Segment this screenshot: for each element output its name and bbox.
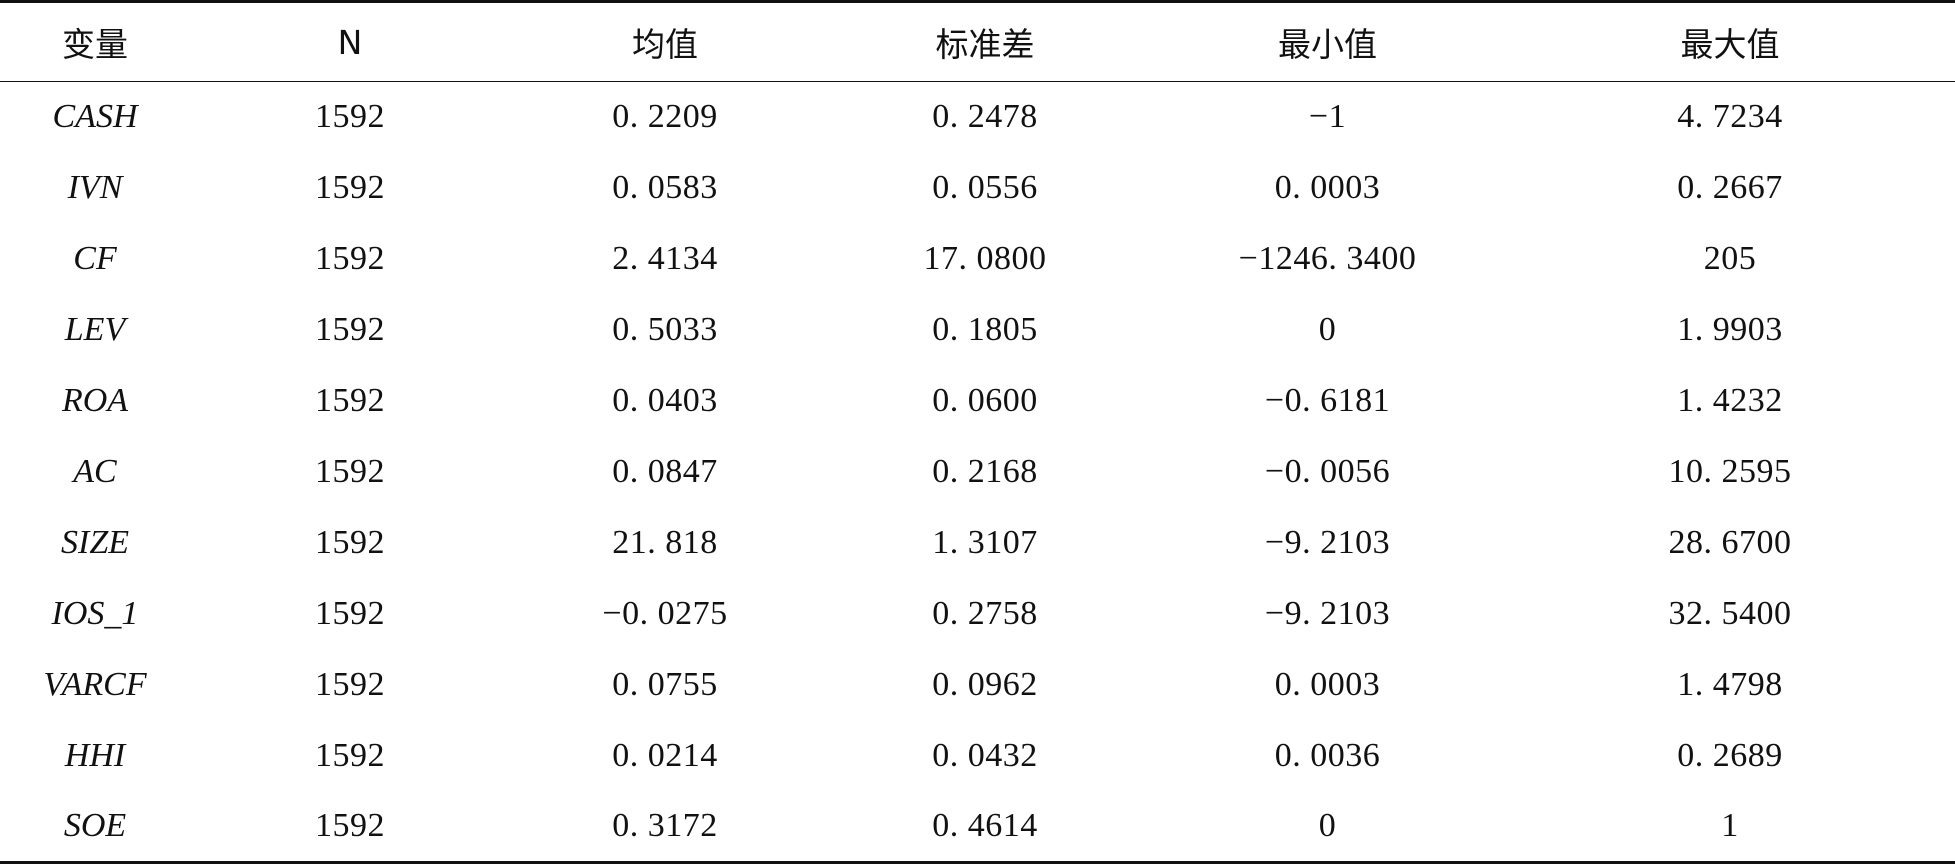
cell-variable: VARCF bbox=[43, 666, 147, 703]
cell-min: −0. 0056 bbox=[1264, 453, 1391, 490]
table-row: SIZE 1592 21. 818 1. 3107 −9. 2103 28. 6… bbox=[0, 508, 1955, 579]
cell-variable: AC bbox=[73, 453, 117, 490]
cell-max: 10. 2595 bbox=[1668, 453, 1792, 490]
cell-std-dev: 0. 0600 bbox=[932, 382, 1038, 419]
cell-max: 4. 7234 bbox=[1677, 98, 1783, 136]
table-row: CF 1592 2. 4134 17. 0800 −1246. 3400 205 bbox=[0, 224, 1955, 295]
cell-max: 0. 2667 bbox=[1677, 169, 1783, 206]
cell-std-dev: 17. 0800 bbox=[923, 240, 1047, 277]
cell-mean: −0. 0275 bbox=[602, 595, 728, 632]
cell-n: 1592 bbox=[315, 595, 385, 632]
cell-min: −1 bbox=[1308, 98, 1347, 136]
cell-n: 1592 bbox=[315, 98, 385, 136]
cell-std-dev: 0. 0556 bbox=[932, 169, 1038, 206]
cell-std-dev: 0. 0962 bbox=[932, 666, 1038, 703]
cell-variable: HHI bbox=[64, 737, 126, 774]
cell-n: 1592 bbox=[315, 666, 385, 703]
table-row: IOS_1 1592 −0. 0275 0. 2758 −9. 2103 32.… bbox=[0, 579, 1955, 650]
cell-mean: 21. 818 bbox=[612, 524, 718, 561]
cell-max: 1 bbox=[1505, 791, 1955, 864]
cell-n: 1592 bbox=[315, 737, 385, 774]
table-row: ROA 1592 0. 0403 0. 0600 −0. 6181 1. 423… bbox=[0, 366, 1955, 437]
cell-min: 0. 0036 bbox=[1274, 737, 1381, 774]
cell-max: 28. 6700 bbox=[1668, 524, 1792, 561]
cell-min: 0 bbox=[1318, 311, 1337, 348]
cell-std-dev: 0. 2758 bbox=[932, 595, 1038, 632]
cell-mean: 0. 3172 bbox=[510, 791, 820, 864]
cell-variable: CF bbox=[73, 240, 117, 277]
cell-variable: CASH bbox=[52, 98, 138, 136]
header-std-dev: 标准差 bbox=[820, 0, 1150, 82]
cell-min: −9. 2103 bbox=[1264, 524, 1391, 561]
table-body: CASH 1592 0. 2209 0. 2478 −1 4. 7234 IVN… bbox=[0, 82, 1955, 864]
cell-mean: 0. 0214 bbox=[612, 737, 718, 774]
cell-n: 1592 bbox=[315, 311, 385, 348]
header-min: 最小值 bbox=[1150, 0, 1505, 82]
table-row: IVN 1592 0. 0583 0. 0556 0. 0003 0. 2667 bbox=[0, 153, 1955, 224]
cell-mean: 0. 0847 bbox=[612, 453, 718, 490]
cell-variable: SOE bbox=[0, 791, 190, 864]
cell-std-dev: 0. 0432 bbox=[932, 737, 1038, 774]
cell-min: 0 bbox=[1150, 791, 1505, 864]
cell-variable: SIZE bbox=[61, 524, 129, 561]
cell-std-dev: 0. 2478 bbox=[932, 98, 1038, 136]
cell-mean: 0. 0755 bbox=[612, 666, 718, 703]
cell-min: −1246. 3400 bbox=[1238, 240, 1417, 277]
table-row: LEV 1592 0. 5033 0. 1805 0 1. 9903 bbox=[0, 295, 1955, 366]
cell-max: 0. 2689 bbox=[1677, 737, 1783, 774]
header-max: 最大值 bbox=[1505, 0, 1955, 82]
cell-variable: ROA bbox=[61, 382, 129, 419]
cell-min: −9. 2103 bbox=[1264, 595, 1391, 632]
cell-min: 0. 0003 bbox=[1274, 169, 1381, 206]
cell-n: 1592 bbox=[190, 791, 510, 864]
cell-n: 1592 bbox=[315, 382, 385, 419]
table-row: VARCF 1592 0. 0755 0. 0962 0. 0003 1. 47… bbox=[0, 650, 1955, 721]
cell-max: 1. 9903 bbox=[1677, 311, 1783, 348]
cell-min: 0. 0003 bbox=[1274, 666, 1381, 703]
cell-max: 205 bbox=[1703, 240, 1757, 277]
cell-min: −0. 6181 bbox=[1264, 382, 1391, 419]
cell-std-dev: 1. 3107 bbox=[932, 524, 1038, 561]
table-header-row: 变量 N 均值 标准差 最小值 最大值 bbox=[0, 0, 1955, 82]
cell-std-dev: 0. 4614 bbox=[820, 791, 1150, 864]
cell-mean: 0. 0583 bbox=[612, 169, 718, 206]
cell-n: 1592 bbox=[315, 240, 385, 277]
cell-variable: IVN bbox=[67, 169, 123, 206]
header-n: N bbox=[190, 0, 510, 82]
cell-variable: LEV bbox=[64, 311, 126, 348]
table-row: HHI 1592 0. 0214 0. 0432 0. 0036 0. 2689 bbox=[0, 721, 1955, 792]
cell-std-dev: 0. 2168 bbox=[932, 453, 1038, 490]
table-row: CASH 1592 0. 2209 0. 2478 −1 4. 7234 bbox=[0, 82, 1955, 153]
cell-n: 1592 bbox=[315, 169, 385, 206]
cell-n: 1592 bbox=[315, 524, 385, 561]
cell-n: 1592 bbox=[315, 453, 385, 490]
cell-mean: 0. 0403 bbox=[612, 382, 718, 419]
cell-max: 1. 4798 bbox=[1677, 666, 1783, 703]
cell-std-dev: 0. 1805 bbox=[932, 311, 1038, 348]
cell-variable: IOS_1 bbox=[51, 595, 139, 632]
header-variable: 变量 bbox=[0, 0, 190, 82]
cell-max: 32. 5400 bbox=[1668, 595, 1792, 632]
table-row: AC 1592 0. 0847 0. 2168 −0. 0056 10. 259… bbox=[0, 437, 1955, 508]
cell-mean: 2. 4134 bbox=[612, 240, 718, 277]
table-row: SOE 1592 0. 3172 0. 4614 0 1 bbox=[0, 791, 1955, 864]
header-mean: 均值 bbox=[510, 0, 820, 82]
cell-mean: 0. 2209 bbox=[612, 98, 718, 136]
cell-mean: 0. 5033 bbox=[612, 311, 718, 348]
cell-max: 1. 4232 bbox=[1677, 382, 1783, 419]
